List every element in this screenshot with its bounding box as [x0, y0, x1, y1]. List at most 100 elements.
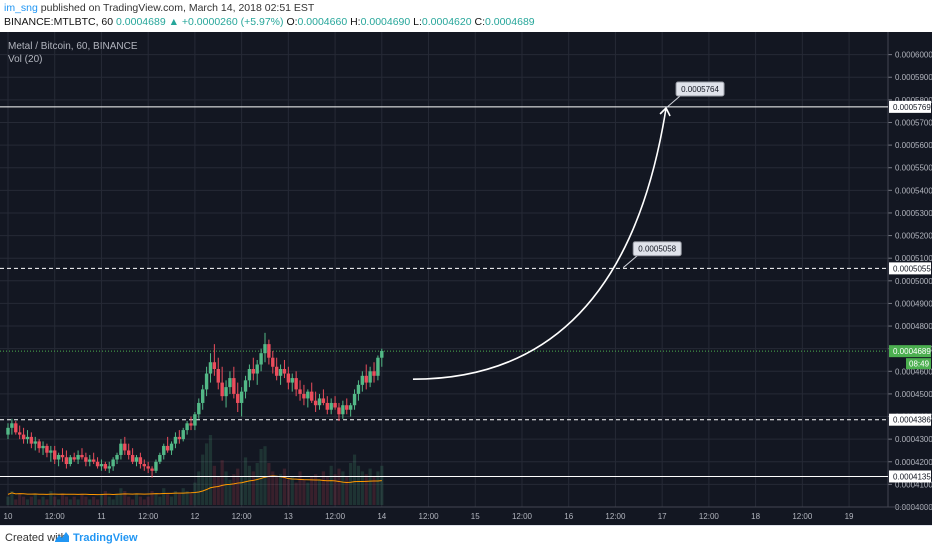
volume-bar	[185, 491, 189, 505]
countdown-label: 08:49	[909, 360, 930, 369]
level-label-box	[889, 470, 931, 483]
candle-body	[224, 387, 228, 397]
x-tick-label: 14	[377, 512, 386, 521]
candle-body	[228, 378, 232, 388]
candle-body	[255, 364, 259, 374]
volume-bar	[349, 463, 353, 505]
created-with-text: Created with	[5, 532, 67, 544]
callout-pointer	[622, 255, 638, 269]
y-tick-label: 0.0005600	[895, 141, 932, 150]
candle-body	[216, 369, 220, 383]
level-label: 0.0005055	[893, 264, 931, 273]
low-label: L:	[413, 16, 422, 28]
candle-body	[376, 357, 380, 376]
x-tick-label: 12:00	[138, 512, 159, 521]
volume-bar	[360, 471, 364, 505]
chart-canvas[interactable]: 0.0006000 0.0005900 0.0005800 0.0005700 0.00…	[0, 32, 932, 525]
level-label-box	[889, 100, 931, 113]
volume-bar	[310, 477, 314, 505]
candle-body	[356, 384, 361, 394]
x-tick-label: 15	[471, 512, 480, 521]
tradingview-logo-icon	[55, 532, 69, 542]
candle-body	[37, 441, 41, 449]
volume-bar	[380, 465, 384, 505]
candle-body	[282, 369, 287, 374]
open-label: O:	[286, 16, 298, 28]
volume-bar	[259, 449, 263, 505]
volume-bar	[345, 477, 349, 505]
candle-body	[165, 445, 170, 451]
volume-bar	[251, 471, 255, 505]
y-tick-label: 0.0004600	[895, 367, 932, 376]
candle-body	[302, 393, 306, 399]
x-tick-label: 16	[564, 512, 573, 521]
candle-body	[380, 350, 384, 358]
candle-body	[271, 357, 275, 367]
volume-bar	[321, 471, 325, 505]
volume-bar	[267, 463, 271, 505]
candle-body	[14, 423, 18, 433]
y-tick-label: 0.0005800	[895, 96, 932, 105]
candle-body	[162, 445, 166, 455]
volume-bar	[193, 482, 197, 505]
volume-bar	[255, 463, 259, 505]
y-tick-label: 0.0005000	[895, 277, 932, 286]
candle-body	[329, 402, 333, 410]
tradingview-brand-link[interactable]: TradingView	[73, 532, 138, 544]
volume-bar	[169, 496, 174, 505]
legend-volume: Vol (20)	[8, 54, 43, 65]
volume-bar	[99, 493, 104, 505]
y-tick-label: 0.0004900	[895, 299, 932, 308]
footer: Created with TradingView	[0, 525, 932, 551]
candle-body	[274, 366, 279, 376]
candle-body	[111, 459, 115, 467]
candle-body	[294, 378, 298, 390]
volume-bar	[76, 499, 80, 505]
volume-bar	[290, 477, 294, 505]
current-price-box	[889, 345, 931, 358]
y-tick-label: 0.0004500	[895, 390, 932, 399]
candle-body	[107, 466, 111, 469]
callout-pointer	[665, 95, 681, 109]
candle-body	[197, 402, 201, 415]
x-tick-label: 19	[845, 512, 854, 521]
candle-body	[10, 423, 14, 428]
candle-body	[17, 432, 22, 435]
volume-bar	[72, 496, 76, 505]
projection-arrowhead	[659, 106, 671, 117]
price-chart[interactable]: 0.0006000 0.0005900 0.0005800 0.0005700 0.00…	[0, 32, 932, 525]
candle-body	[368, 371, 372, 383]
volume-bar	[228, 479, 232, 505]
candle-body	[360, 375, 365, 385]
y-tick-label: 0.0004300	[895, 435, 932, 444]
volume-bar	[6, 496, 10, 505]
up-triangle-icon: ▲	[168, 16, 179, 28]
level-label-box	[889, 262, 931, 275]
candle-body	[286, 373, 291, 383]
level-label-box	[889, 413, 931, 426]
candle-body	[115, 454, 119, 460]
volume-bar	[376, 471, 380, 505]
volume-bar	[271, 471, 275, 505]
author-link[interactable]: im_sng	[4, 2, 38, 14]
candle-body	[84, 457, 88, 462]
volume-bar	[10, 491, 14, 505]
x-tick-label: 12:00	[605, 512, 626, 521]
candle-body	[341, 405, 345, 415]
candle-body	[306, 391, 310, 399]
candle-body	[321, 398, 326, 403]
candle-body	[220, 382, 224, 397]
y-tick-label: 0.0005700	[895, 118, 932, 127]
candle-body	[236, 393, 240, 403]
candle-body	[259, 353, 263, 365]
volume-bar	[325, 477, 329, 505]
candle-body	[247, 369, 252, 381]
volume-bar	[201, 454, 205, 505]
chart-legend: Metal / Bitcoin, 60, BINANCE Vol (20)	[8, 40, 138, 66]
x-tick-label: 17	[658, 512, 667, 521]
volume-bar	[263, 446, 267, 505]
candle-body	[56, 454, 61, 460]
candle-body	[200, 389, 205, 403]
volume-bar	[88, 499, 92, 505]
volume-bar	[60, 493, 65, 505]
